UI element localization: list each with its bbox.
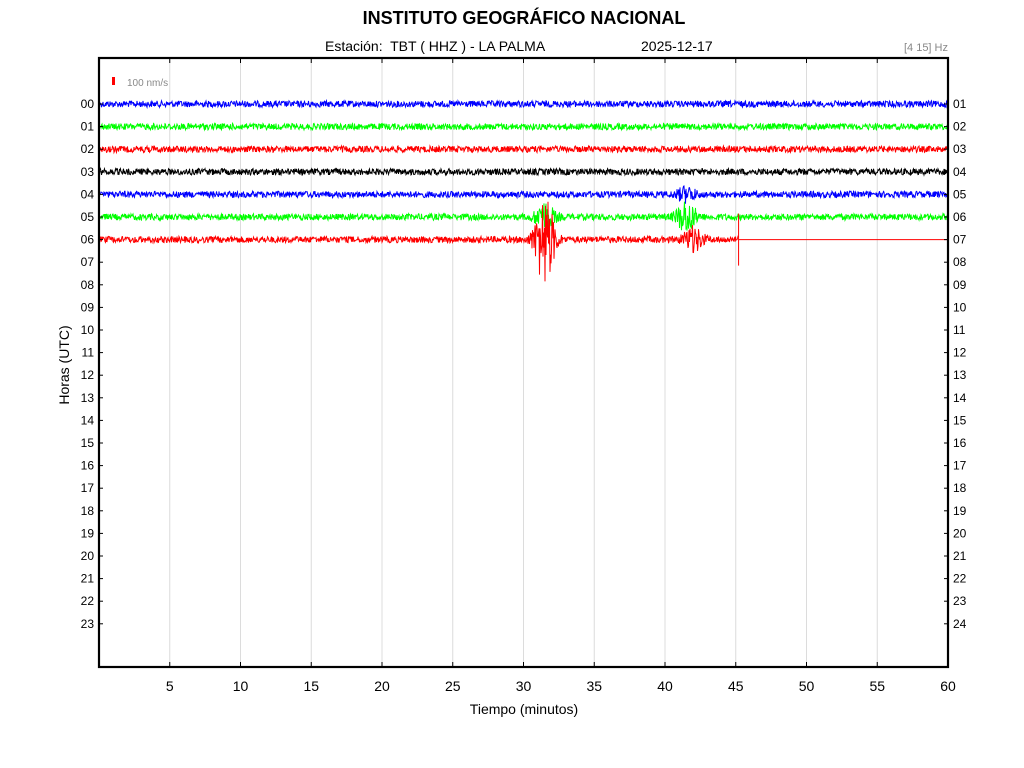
y-tick-label-left: 16: [81, 459, 95, 473]
y-axis-label: Horas (UTC): [56, 325, 72, 404]
y-tick-label-right: 22: [953, 572, 967, 586]
y-tick-label-left: 12: [81, 368, 95, 382]
x-tick-label: 10: [233, 678, 249, 694]
trace-hour-03: [99, 166, 949, 177]
grid-lines: [169, 58, 878, 667]
scale-bar: [112, 77, 115, 85]
x-tick-labels: 5 10 15 20 25 30 35 40 45 50 55 60: [166, 678, 956, 694]
y-tick-label-right: 02: [953, 120, 967, 134]
y-tick-label-left: 11: [82, 346, 95, 360]
y-tick-label-left: 03: [81, 165, 95, 179]
y-tick-label-left: 09: [81, 300, 95, 314]
y-tick-label-right: 12: [953, 346, 967, 360]
x-tick-label: 35: [586, 678, 602, 694]
y-tick-label-right: 14: [953, 391, 967, 405]
y-tick-label-right: 24: [953, 617, 967, 631]
x-tick-label: 45: [728, 678, 744, 694]
y-tick-label-right: 16: [953, 436, 967, 450]
y-tick-label-right: 06: [953, 210, 967, 224]
station-label: Estación: TBT ( HHZ ) - LA PALMA: [325, 38, 546, 54]
y-tick-label-right: 21: [953, 549, 967, 563]
y-tick-label-left: 13: [81, 391, 95, 405]
y-tick-label-left: 21: [81, 572, 95, 586]
x-tick-label: 50: [799, 678, 815, 694]
y-tick-label-right: 10: [953, 300, 967, 314]
y-tick-label-left: 06: [81, 233, 95, 247]
y-tick-label-right: 15: [953, 413, 967, 427]
y-tick-label-right: 04: [953, 165, 967, 179]
y-tick-label-right: 11: [953, 323, 966, 337]
y-tick-label-right: 13: [953, 368, 967, 382]
y-tick-label-left: 07: [81, 255, 95, 269]
y-tick-label-left: 20: [81, 549, 95, 563]
y-tick-label-right: 18: [953, 481, 967, 495]
trace-hour-05: [99, 201, 949, 231]
y-tick-label-left: 15: [81, 436, 95, 450]
y-tick-label-right: 08: [953, 255, 967, 269]
y-tick-label-left: 10: [81, 323, 95, 337]
y-tick-label-right: 09: [953, 278, 967, 292]
y-tick-label-left: 17: [81, 481, 95, 495]
y-tick-label-right: 03: [953, 142, 967, 156]
scale-label: 100 nm/s: [127, 78, 168, 89]
y-tick-label-right: 05: [953, 187, 967, 201]
y-tick-label-left: 04: [81, 187, 95, 201]
x-axis-label: Tiempo (minutos): [470, 701, 578, 717]
trace-hour-00: [99, 98, 949, 110]
x-tick-label: 15: [303, 678, 319, 694]
axis-ticks: [99, 58, 949, 667]
y-tick-label-left: 19: [81, 526, 95, 540]
y-tick-label-left: 14: [81, 413, 95, 427]
filter-label: [4 15] Hz: [903, 42, 948, 54]
x-tick-label: 60: [940, 678, 956, 694]
x-tick-label: 30: [516, 678, 532, 694]
x-tick-label: 25: [445, 678, 461, 694]
trace-hour-01: [99, 121, 949, 132]
x-tick-label: 55: [869, 678, 885, 694]
y-tick-label-left: 00: [81, 97, 95, 111]
date-label: 2025-12-17: [641, 38, 713, 54]
trace-group: [99, 98, 949, 282]
trace-hour-02: [99, 144, 949, 155]
trace-hour-04: [99, 185, 949, 204]
x-tick-label: 20: [374, 678, 390, 694]
y-tick-label-right: 01: [953, 97, 967, 111]
y-tick-label-right: 20: [953, 526, 967, 540]
x-tick-label: 5: [166, 678, 174, 694]
y-tick-labels-right: 01 02 03 04 05 06 07 08 09 10 11 12 13 14 15 16 17 18 19 20…: [953, 97, 967, 631]
y-tick-label-left: 08: [81, 278, 95, 292]
y-tick-label-left: 18: [81, 504, 95, 518]
y-tick-label-left: 23: [81, 617, 95, 631]
y-tick-label-left: 22: [81, 594, 95, 608]
y-tick-label-right: 23: [953, 594, 967, 608]
y-tick-label-left: 02: [81, 142, 95, 156]
y-tick-labels-left: 00 01 02 03 04 05 06 07 08 09 10 11 12 13 14 15 16 17 18 19…: [81, 97, 95, 631]
y-tick-label-left: 05: [81, 210, 95, 224]
trace-hour-06: [99, 201, 739, 282]
y-tick-label-right: 17: [953, 459, 967, 473]
x-tick-label: 40: [657, 678, 673, 694]
y-tick-label-right: 07: [953, 233, 967, 247]
y-tick-label-right: 19: [953, 504, 967, 518]
chart-title: INSTITUTO GEOGRÁFICO NACIONAL: [362, 8, 686, 28]
y-tick-label-left: 01: [81, 120, 95, 134]
